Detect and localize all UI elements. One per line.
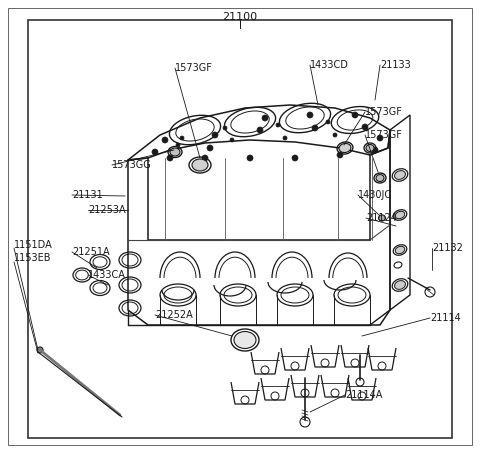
Circle shape [337,152,343,158]
Text: 21252A: 21252A [155,310,193,320]
Circle shape [202,155,208,161]
Text: 1430JC: 1430JC [358,190,392,200]
Circle shape [333,133,337,137]
Text: 1573GF: 1573GF [365,107,403,117]
Text: 1153EB: 1153EB [14,253,51,263]
Text: 21114: 21114 [430,313,461,323]
Circle shape [257,127,263,133]
Circle shape [379,215,385,221]
Text: 21133: 21133 [380,60,411,70]
Ellipse shape [395,171,406,179]
Circle shape [176,143,180,147]
Circle shape [262,115,268,121]
Circle shape [207,145,213,151]
Text: 1573GG: 1573GG [112,160,152,170]
Ellipse shape [395,246,405,254]
Text: 1433CA: 1433CA [88,270,126,280]
Ellipse shape [339,144,351,153]
Circle shape [167,155,173,161]
Text: 21100: 21100 [222,12,258,22]
Circle shape [352,112,358,118]
Ellipse shape [395,211,405,219]
Ellipse shape [170,148,180,156]
Ellipse shape [366,145,374,151]
Circle shape [162,137,168,143]
Circle shape [372,147,378,153]
Circle shape [37,347,43,353]
Circle shape [312,125,318,131]
Circle shape [230,138,234,142]
Circle shape [247,155,253,161]
Ellipse shape [376,174,384,182]
Circle shape [152,149,158,155]
Text: 21114A: 21114A [345,390,383,400]
Circle shape [180,136,184,140]
Circle shape [362,124,368,130]
Circle shape [283,136,287,140]
Ellipse shape [192,159,208,171]
Ellipse shape [395,280,406,289]
Text: 21251A: 21251A [72,247,109,257]
Circle shape [326,120,330,124]
Circle shape [307,112,313,118]
Text: 21132: 21132 [432,243,463,253]
Bar [28,20,452,438]
Circle shape [377,135,383,141]
Text: 1573GF: 1573GF [365,130,403,140]
Text: 21131: 21131 [72,190,103,200]
Text: 1573GF: 1573GF [175,63,213,73]
Circle shape [223,126,227,130]
Circle shape [276,123,280,127]
Text: 1151DA: 1151DA [14,240,53,250]
Text: 1433CD: 1433CD [310,60,349,70]
Circle shape [212,132,218,138]
Circle shape [292,155,298,161]
Text: 21124: 21124 [366,213,397,223]
Ellipse shape [234,332,256,348]
Text: 21253A: 21253A [88,205,126,215]
